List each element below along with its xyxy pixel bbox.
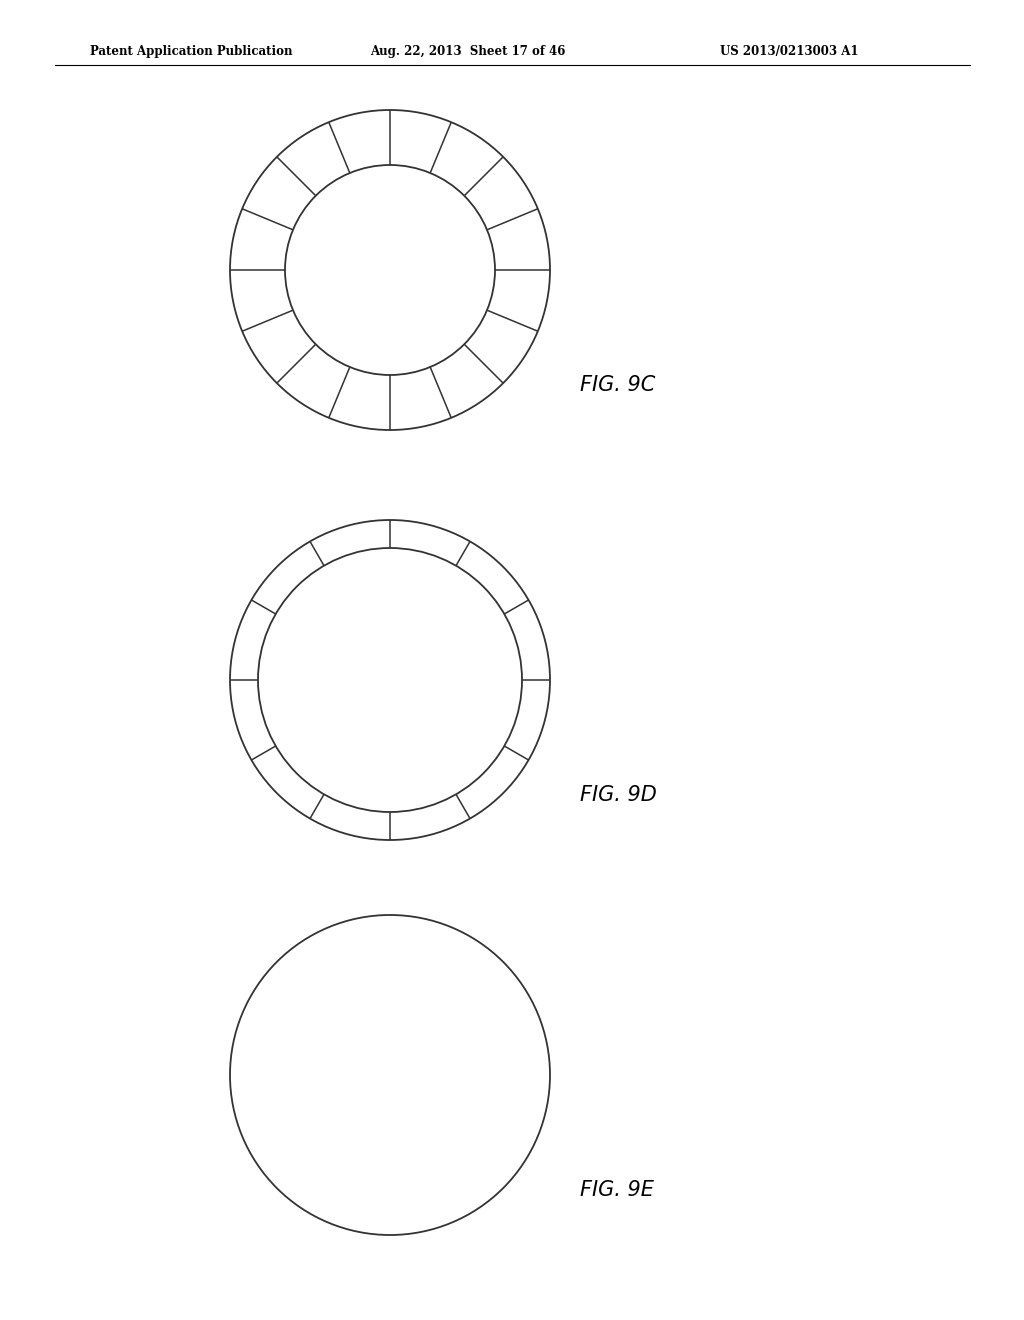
Text: FIG. 9C: FIG. 9C <box>580 375 655 395</box>
Text: US 2013/0213003 A1: US 2013/0213003 A1 <box>720 45 858 58</box>
Text: FIG. 9E: FIG. 9E <box>580 1180 654 1200</box>
Text: FIG. 9D: FIG. 9D <box>580 785 656 805</box>
Text: Aug. 22, 2013  Sheet 17 of 46: Aug. 22, 2013 Sheet 17 of 46 <box>370 45 565 58</box>
Text: Patent Application Publication: Patent Application Publication <box>90 45 293 58</box>
